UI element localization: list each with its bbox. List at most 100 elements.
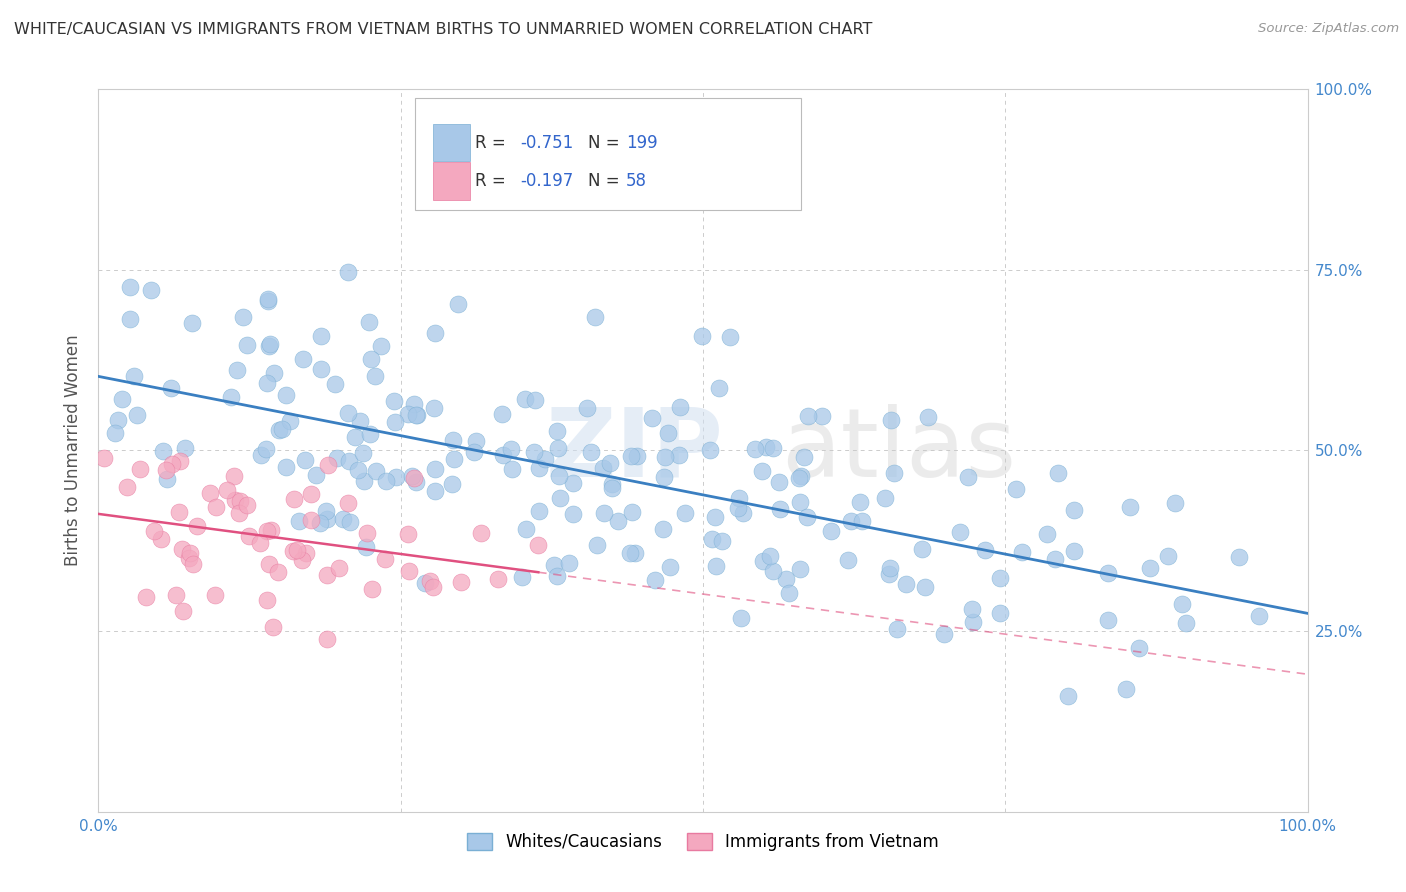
Point xyxy=(1171,597,1194,611)
Point xyxy=(181,558,204,572)
Point xyxy=(316,567,339,582)
Point xyxy=(877,566,900,581)
Text: R =: R = xyxy=(475,134,512,152)
Point xyxy=(709,381,731,395)
Point xyxy=(127,408,149,422)
Point xyxy=(283,492,305,507)
Point xyxy=(879,413,901,427)
Point xyxy=(515,522,537,536)
Point xyxy=(204,588,226,602)
Point xyxy=(270,422,292,436)
Point xyxy=(464,434,486,448)
Point xyxy=(775,572,797,586)
Point xyxy=(543,558,565,572)
Point xyxy=(523,444,546,458)
Point xyxy=(172,604,194,618)
Point xyxy=(401,469,423,483)
Point xyxy=(787,471,810,485)
Point xyxy=(364,464,387,478)
Point xyxy=(463,444,485,458)
Point xyxy=(141,283,163,297)
Point xyxy=(659,559,682,574)
Point xyxy=(250,448,273,462)
Point xyxy=(236,337,259,351)
Point xyxy=(360,582,382,596)
Point xyxy=(1005,483,1028,497)
Point xyxy=(222,468,245,483)
Point xyxy=(422,580,444,594)
Point xyxy=(262,620,284,634)
Point xyxy=(419,574,441,589)
Point xyxy=(256,376,278,390)
Point xyxy=(837,553,859,567)
Point xyxy=(751,464,773,478)
Point xyxy=(533,452,555,467)
Point xyxy=(120,280,142,294)
Point xyxy=(547,441,569,455)
Point xyxy=(337,406,360,420)
Point xyxy=(1119,500,1142,514)
Point xyxy=(1227,549,1250,564)
Point xyxy=(450,574,472,589)
Point xyxy=(1164,496,1187,510)
Point xyxy=(402,397,425,411)
Point xyxy=(934,627,956,641)
Point xyxy=(820,524,842,538)
Point xyxy=(104,425,127,440)
Point xyxy=(592,461,614,475)
Point xyxy=(295,546,318,560)
Point xyxy=(149,533,172,547)
Text: Source: ZipAtlas.com: Source: ZipAtlas.com xyxy=(1258,22,1399,36)
Point xyxy=(124,369,146,384)
Point xyxy=(699,443,721,458)
Y-axis label: Births to Unmarried Women: Births to Unmarried Women xyxy=(65,334,83,566)
Point xyxy=(339,515,361,529)
Point xyxy=(423,462,446,476)
Point xyxy=(135,590,157,604)
Point xyxy=(256,524,278,538)
Legend: Whites/Caucasians, Immigrants from Vietnam: Whites/Caucasians, Immigrants from Vietn… xyxy=(460,826,946,857)
Point xyxy=(579,445,602,459)
Text: 199: 199 xyxy=(626,134,657,152)
Point xyxy=(702,532,724,546)
Point xyxy=(626,449,648,463)
Point xyxy=(236,498,259,512)
Point xyxy=(405,475,427,489)
Point xyxy=(305,468,328,483)
Point xyxy=(873,491,896,505)
Point xyxy=(162,457,184,471)
Point xyxy=(620,450,643,464)
Point xyxy=(404,471,426,485)
Point xyxy=(315,512,337,526)
Point xyxy=(949,524,972,539)
Point xyxy=(548,469,571,483)
Point xyxy=(155,462,177,476)
Point xyxy=(156,471,179,485)
Point xyxy=(359,315,381,329)
Point xyxy=(257,292,280,306)
Text: ZIP: ZIP xyxy=(546,404,724,497)
Point xyxy=(917,410,939,425)
Text: -0.751: -0.751 xyxy=(520,134,574,152)
Point xyxy=(894,577,917,591)
Point xyxy=(576,401,599,415)
Point xyxy=(285,542,308,557)
Point xyxy=(956,470,979,484)
Point xyxy=(266,565,288,579)
Point xyxy=(1046,467,1069,481)
Point xyxy=(561,476,583,491)
Point xyxy=(1011,545,1033,559)
Point xyxy=(510,570,533,584)
Point xyxy=(640,410,662,425)
Point xyxy=(259,337,281,351)
Point xyxy=(238,529,260,543)
Point xyxy=(1097,613,1119,627)
Point xyxy=(718,330,741,344)
Point xyxy=(346,462,368,476)
Point xyxy=(254,442,277,456)
Point xyxy=(668,448,690,462)
Point xyxy=(527,503,550,517)
Point xyxy=(370,339,392,353)
Point xyxy=(337,265,360,279)
Point xyxy=(711,534,734,549)
